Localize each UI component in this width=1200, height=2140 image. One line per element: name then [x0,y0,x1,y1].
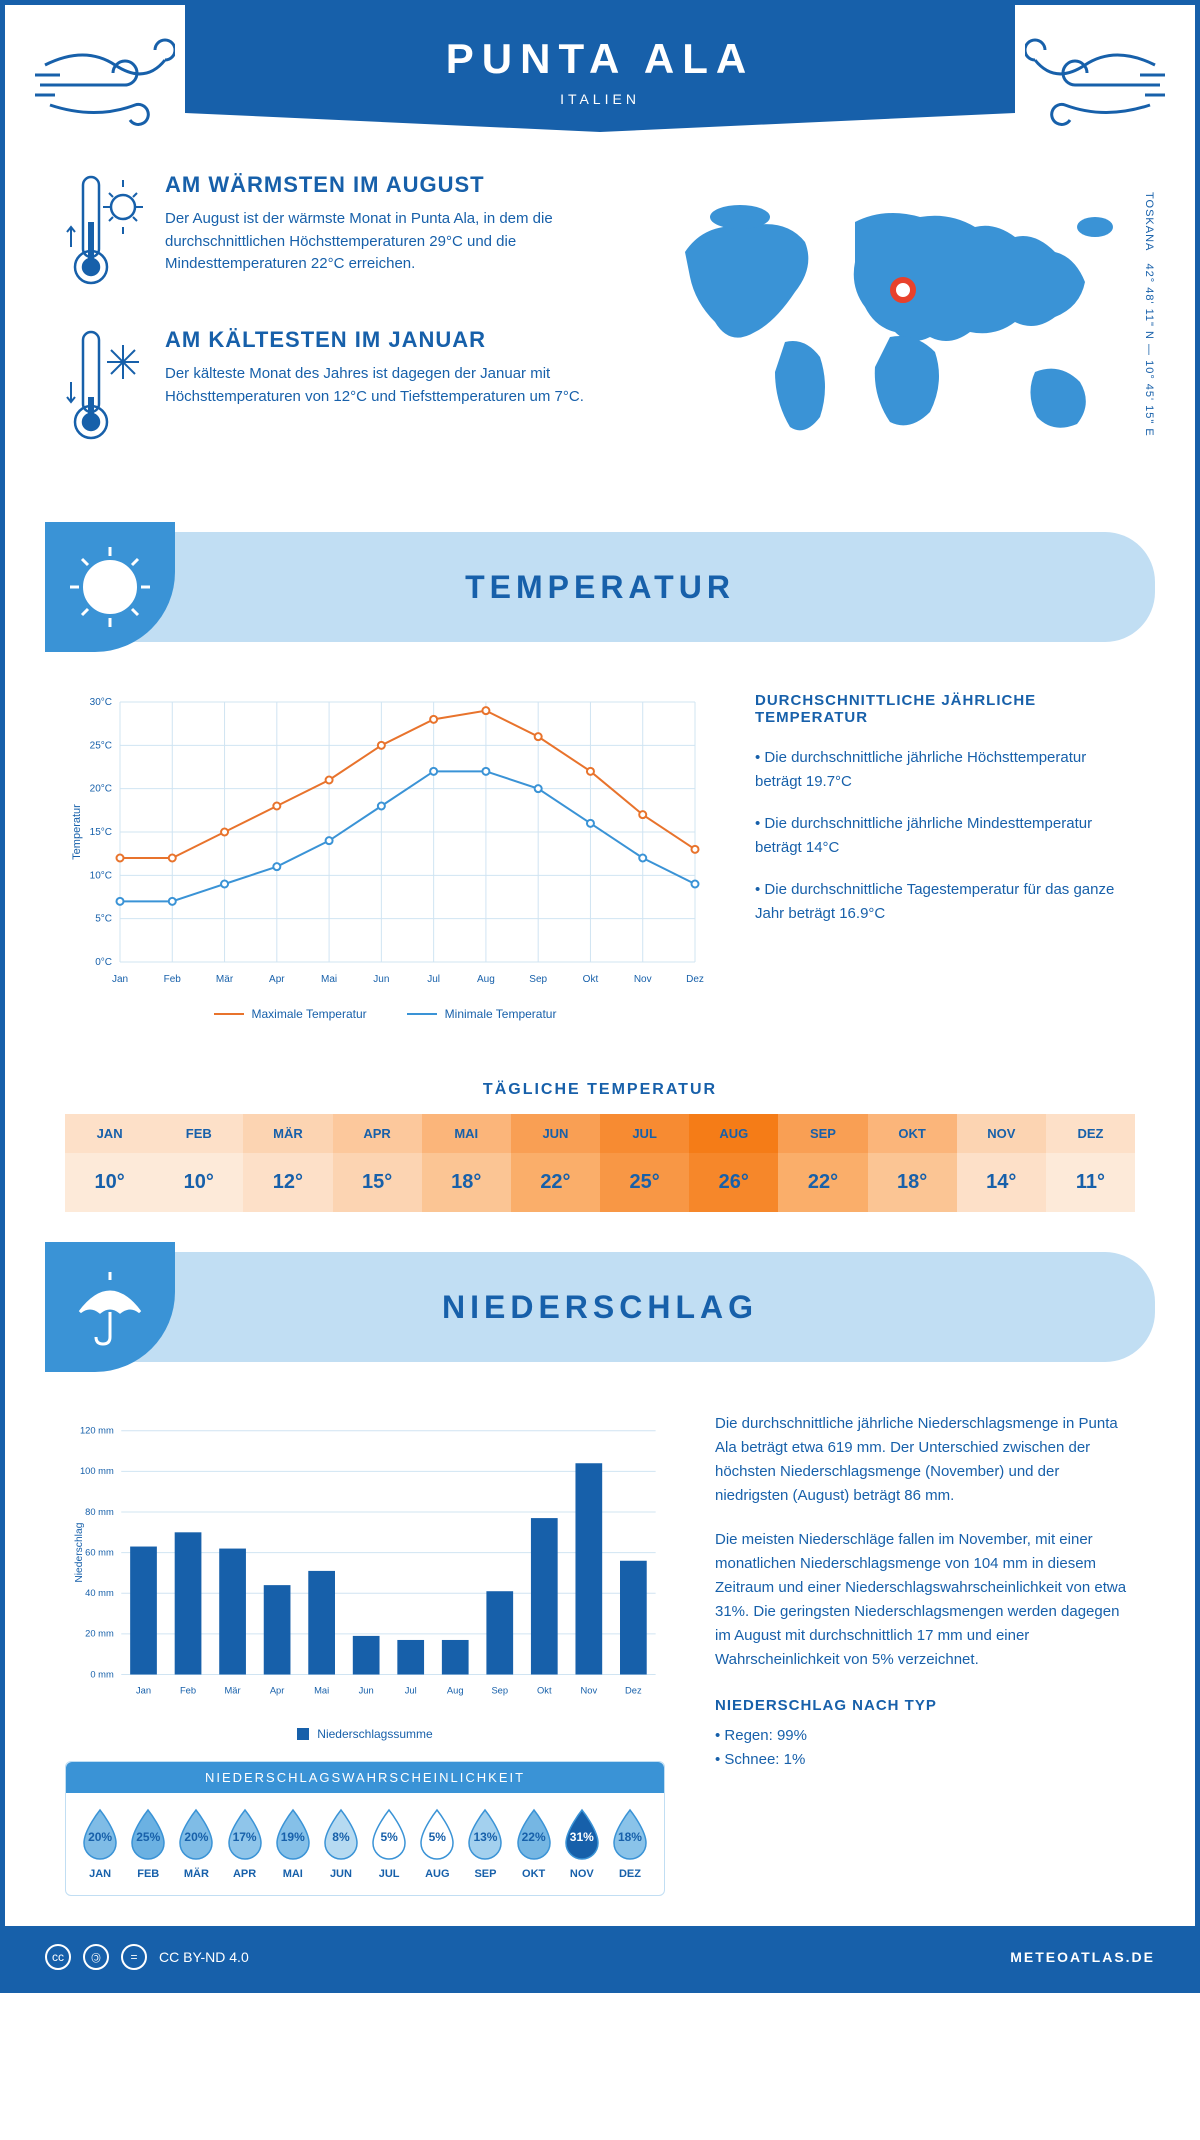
svg-text:Jul: Jul [405,1685,417,1695]
precip-info: Die durchschnittliche jährliche Niedersc… [715,1412,1135,1896]
svg-text:Feb: Feb [164,974,182,985]
svg-text:100 mm: 100 mm [80,1466,114,1476]
svg-text:Dez: Dez [686,974,704,985]
svg-text:Feb: Feb [180,1685,196,1695]
svg-text:Jan: Jan [136,1685,151,1695]
page-footer: cc 🄯 = CC BY-ND 4.0 METEOATLAS.DE [5,1926,1195,1988]
svg-text:Okt: Okt [537,1685,552,1695]
site-name: METEOATLAS.DE [1010,1949,1155,1965]
temperature-chart: 0°C 5°C 10°C 15°C 20°C 25°C 30°C Jan Feb Mär Apr Ma… [65,692,705,1021]
svg-text:30°C: 30°C [90,697,112,708]
svg-text:Mär: Mär [225,1685,241,1695]
coordinates: TOSKANA 42° 48' 11" N — 10° 45' 15" E [1143,192,1155,437]
sun-icon [65,542,155,632]
svg-text:Jul: Jul [427,974,440,985]
temp-info: DURCHSCHNITTLICHE JÄHRLICHE TEMPERATUR •… [755,692,1135,1021]
precip-legend: Niederschlagssumme [65,1727,665,1741]
svg-text:10°C: 10°C [90,870,112,881]
svg-text:5°C: 5°C [95,914,112,925]
svg-text:Aug: Aug [477,974,495,985]
svg-text:Temperatur: Temperatur [71,804,83,860]
coldest-fact: AM KÄLTESTEN IM JANUAR Der kälteste Mona… [65,327,615,452]
thermometer-cold-icon [65,327,145,447]
precip-banner: NIEDERSCHLAG [45,1252,1155,1362]
svg-text:20°C: 20°C [90,784,112,795]
svg-text:80 mm: 80 mm [85,1507,114,1517]
location-country: ITALIEN [205,91,995,107]
wind-icon [35,35,175,135]
precip-probability: NIEDERSCHLAGSWAHRSCHEINLICHKEIT 20%JAN25… [65,1761,665,1896]
daily-temp-table: JAN10°FEB10°MÄR12°APR15°MAI18°JUN22°JUL2… [65,1114,1135,1212]
temperature-banner: TEMPERATUR [45,532,1155,642]
svg-text:Aug: Aug [447,1685,464,1695]
warmest-title: AM WÄRMSTEN IM AUGUST [165,172,615,198]
svg-text:15°C: 15°C [90,827,112,838]
svg-text:Apr: Apr [269,974,285,985]
precip-chart: 0 mm 20 mm 40 mm 60 mm 80 mm 100 mm 120 mm Jan F… [65,1412,665,1712]
svg-text:Jan: Jan [112,974,128,985]
temp-legend: Maximale Temperatur Minimale Temperatur [65,1007,705,1021]
warmest-fact: AM WÄRMSTEN IM AUGUST Der August ist der… [65,172,615,297]
nd-icon: = [121,1944,147,1970]
umbrella-icon [65,1262,155,1352]
svg-text:Niederschlag: Niederschlag [74,1522,85,1582]
daily-temp-title: TÄGLICHE TEMPERATUR [5,1081,1195,1099]
svg-text:40 mm: 40 mm [85,1588,114,1598]
svg-text:120 mm: 120 mm [80,1426,114,1436]
license-text: CC BY-ND 4.0 [159,1949,249,1965]
svg-text:Jun: Jun [359,1685,374,1695]
svg-text:Nov: Nov [581,1685,598,1695]
svg-text:Mai: Mai [314,1685,329,1695]
svg-text:0°C: 0°C [95,957,112,968]
cc-icon: cc [45,1944,71,1970]
location-title: PUNTA ALA [205,35,995,83]
section-title: NIEDERSCHLAG [442,1289,758,1326]
svg-text:Okt: Okt [583,974,599,985]
svg-text:Jun: Jun [373,974,389,985]
thermometer-hot-icon [65,172,145,292]
svg-text:Dez: Dez [625,1685,642,1695]
section-title: TEMPERATUR [465,569,735,606]
svg-text:Mär: Mär [216,974,234,985]
warmest-text: Der August ist der wärmste Monat in Punt… [165,208,615,276]
world-map-icon [655,172,1135,452]
svg-text:Sep: Sep [529,974,547,985]
coldest-text: Der kälteste Monat des Jahres ist dagege… [165,363,615,408]
wind-icon [1025,35,1165,135]
svg-text:Mai: Mai [321,974,337,985]
svg-text:Nov: Nov [634,974,652,985]
page-header: PUNTA ALA ITALIEN [185,5,1015,132]
svg-text:0 mm: 0 mm [90,1669,114,1679]
svg-text:Sep: Sep [491,1685,508,1695]
svg-text:25°C: 25°C [90,740,112,751]
by-icon: 🄯 [83,1944,109,1970]
svg-text:60 mm: 60 mm [85,1547,114,1557]
svg-text:Apr: Apr [270,1685,285,1695]
svg-text:20 mm: 20 mm [85,1629,114,1639]
coldest-title: AM KÄLTESTEN IM JANUAR [165,327,615,353]
